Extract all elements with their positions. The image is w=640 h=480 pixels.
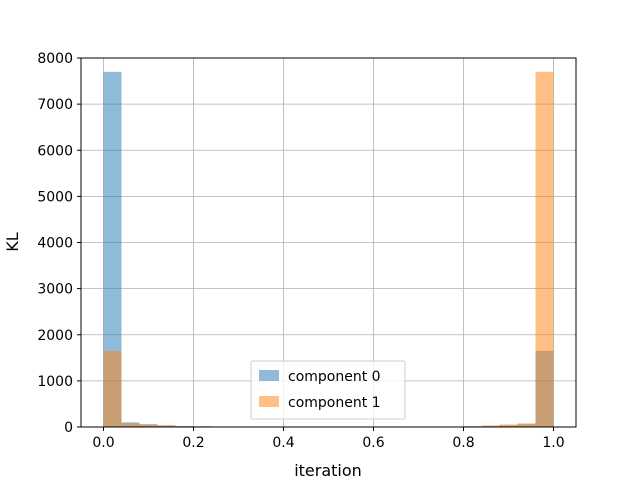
bar-component-1-bin-24 [535, 71, 554, 428]
legend-label-component-1: component 1 [288, 395, 381, 411]
bar-component-1-bin-3 [157, 425, 176, 427]
x-tick-label-1: 0.2 [182, 435, 204, 451]
bar-component-1-bin-22 [499, 424, 518, 427]
bar-component-1-bin-2 [139, 424, 158, 427]
bar-component-1-bin-0 [103, 350, 122, 427]
x-tick-label-5: 1.0 [542, 435, 564, 451]
y-tick-label-5: 5000 [37, 189, 73, 205]
x-axis-ticks: 0.0 0.2 0.4 0.6 0.8 1.0 [92, 427, 565, 451]
legend-swatch-component-1 [259, 396, 279, 407]
y-axis-label: KL [3, 232, 22, 251]
y-tick-label-1: 1000 [37, 374, 73, 390]
y-tick-label-6: 6000 [37, 143, 73, 159]
x-tick-label-4: 0.8 [452, 435, 474, 451]
x-tick-label-2: 0.4 [272, 435, 294, 451]
legend-label-component-0: component 0 [288, 369, 381, 385]
x-tick-label-3: 0.6 [362, 435, 384, 451]
legend-swatch-component-0 [259, 370, 279, 381]
x-axis-label: iteration [294, 461, 362, 480]
y-tick-label-0: 0 [64, 420, 73, 436]
legend: component 0 component 1 [250, 360, 406, 420]
y-tick-label-2: 2000 [37, 328, 73, 344]
bar-component-1-bin-1 [121, 423, 140, 427]
y-tick-label-3: 3000 [37, 282, 73, 298]
y-tick-label-7: 7000 [37, 97, 73, 113]
bar-component-0-bin-0 [103, 71, 122, 428]
x-tick-label-0: 0.0 [92, 435, 114, 451]
y-tick-label-4: 4000 [37, 236, 73, 252]
legend-box [250, 360, 406, 420]
bar-component-1-bin-23 [517, 423, 536, 427]
y-tick-label-8: 8000 [37, 51, 73, 67]
bar-component-1-bin-21 [481, 425, 500, 427]
y-axis-ticks: 0 1000 2000 3000 4000 5000 6000 7000 8000 [37, 51, 81, 436]
